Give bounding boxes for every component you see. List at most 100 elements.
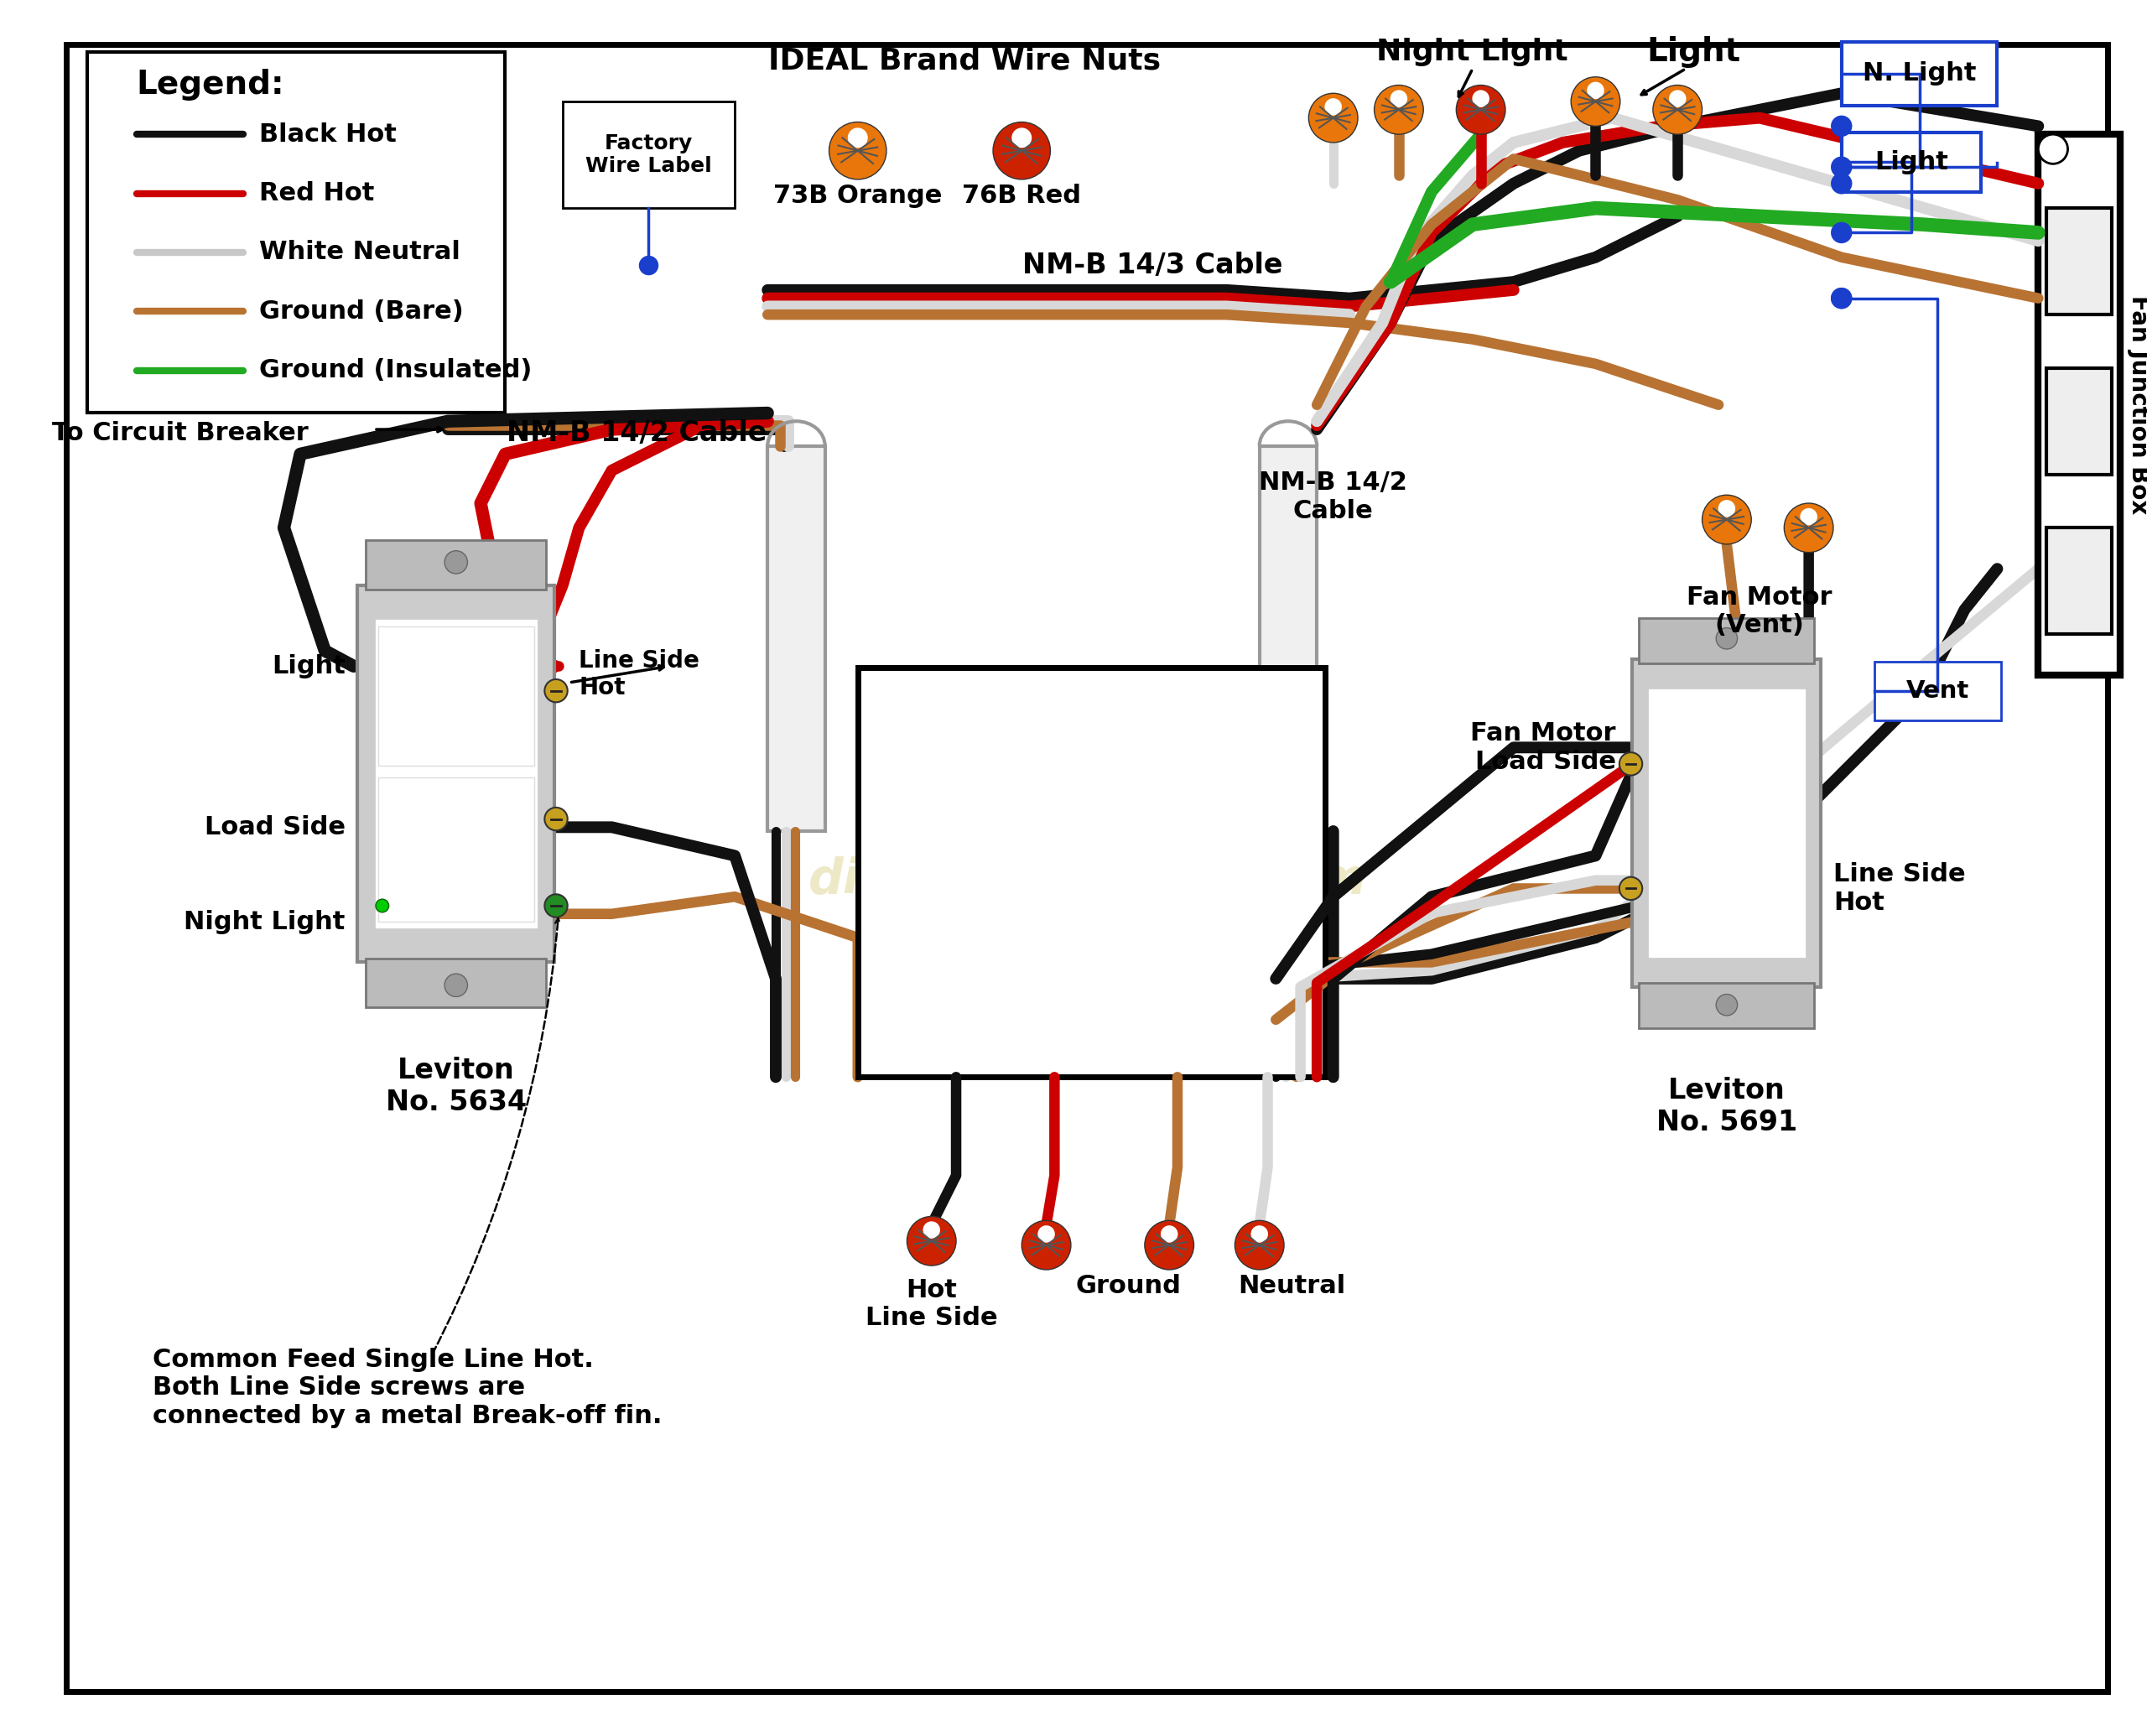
Circle shape: [545, 807, 567, 830]
Text: NM-B 14/2 Cable: NM-B 14/2 Cable: [507, 420, 766, 448]
FancyBboxPatch shape: [1842, 132, 1982, 191]
FancyBboxPatch shape: [769, 446, 824, 832]
Text: Fan Motor
(Vent): Fan Motor (Vent): [1688, 585, 1831, 637]
Circle shape: [1572, 76, 1621, 127]
Text: Neutral: Neutral: [1239, 1274, 1346, 1299]
Circle shape: [1619, 752, 1642, 776]
FancyBboxPatch shape: [1632, 660, 1821, 986]
Circle shape: [1310, 94, 1357, 142]
Circle shape: [1715, 628, 1737, 649]
FancyBboxPatch shape: [1842, 42, 1997, 106]
Circle shape: [1831, 222, 1853, 243]
Circle shape: [1162, 1226, 1179, 1243]
Circle shape: [1011, 128, 1033, 148]
Circle shape: [1325, 99, 1342, 116]
Text: Leviton
No. 5634: Leviton No. 5634: [386, 1057, 526, 1116]
Circle shape: [1831, 288, 1853, 309]
Circle shape: [1715, 995, 1737, 1016]
Text: Red Hot: Red Hot: [260, 181, 374, 205]
Text: IDEAL Brand Wire Nuts: IDEAL Brand Wire Nuts: [769, 47, 1162, 75]
Text: NM-B 14/3 Cable: NM-B 14/3 Cable: [1022, 252, 1284, 279]
FancyBboxPatch shape: [1647, 687, 1806, 958]
Text: Leviton
No. 5691: Leviton No. 5691: [1655, 1076, 1797, 1137]
Text: 73B Orange: 73B Orange: [773, 184, 943, 208]
Circle shape: [1831, 116, 1853, 137]
Text: Load Side: Load Side: [204, 814, 346, 838]
FancyBboxPatch shape: [2038, 134, 2121, 675]
Text: Night Light: Night Light: [1376, 38, 1569, 66]
Circle shape: [1473, 90, 1490, 108]
Circle shape: [1653, 85, 1703, 134]
Text: NM-B 14/2
Cable: NM-B 14/2 Cable: [1258, 470, 1408, 523]
Circle shape: [1252, 1226, 1269, 1243]
Text: Light: Light: [1647, 36, 1741, 68]
Text: N. Light: N. Light: [1864, 61, 1975, 85]
Text: Ground (Bare): Ground (Bare): [260, 299, 464, 323]
Circle shape: [1703, 495, 1752, 543]
Circle shape: [848, 128, 867, 148]
Text: Common Feed Single Line Hot.
Both Line Side screws are
connected by a metal Brea: Common Feed Single Line Hot. Both Line S…: [152, 1347, 661, 1429]
Text: Legend:: Legend:: [135, 69, 283, 101]
Circle shape: [1831, 288, 1853, 309]
Circle shape: [829, 122, 887, 179]
FancyBboxPatch shape: [2046, 368, 2113, 474]
FancyBboxPatch shape: [374, 618, 539, 929]
Circle shape: [1831, 174, 1853, 194]
Circle shape: [444, 974, 468, 996]
Text: Factory
Wire Label: Factory Wire Label: [586, 134, 713, 177]
Circle shape: [906, 1217, 955, 1266]
Text: Fan Junction Box: Fan Junction Box: [2128, 295, 2147, 514]
Circle shape: [1022, 1220, 1071, 1269]
FancyBboxPatch shape: [1638, 983, 1814, 1028]
Text: Night Light: Night Light: [185, 910, 346, 934]
FancyBboxPatch shape: [365, 540, 545, 589]
Text: diagramsample.com: diagramsample.com: [807, 856, 1368, 904]
Text: White Neutral: White Neutral: [260, 240, 459, 264]
Circle shape: [640, 255, 659, 276]
Circle shape: [545, 679, 567, 703]
Text: Ground (Insulated): Ground (Insulated): [260, 358, 532, 382]
Text: Ground: Ground: [1076, 1274, 1181, 1299]
Circle shape: [1799, 509, 1816, 526]
Text: Black Hot: Black Hot: [260, 122, 397, 146]
Circle shape: [1619, 877, 1642, 899]
Circle shape: [1587, 82, 1604, 99]
Circle shape: [1784, 503, 1834, 552]
Text: Light: Light: [1874, 149, 1947, 174]
Text: Fan Motor
Load Side: Fan Motor Load Side: [1471, 720, 1617, 774]
Text: Hot
Line Side: Hot Line Side: [865, 1278, 998, 1330]
Circle shape: [1144, 1220, 1194, 1269]
FancyBboxPatch shape: [67, 43, 2108, 1693]
FancyBboxPatch shape: [563, 101, 734, 208]
FancyBboxPatch shape: [1638, 618, 1814, 663]
FancyBboxPatch shape: [88, 52, 505, 413]
FancyBboxPatch shape: [1260, 446, 1316, 832]
Text: To Circuit Breaker: To Circuit Breaker: [52, 422, 309, 446]
Circle shape: [444, 550, 468, 573]
FancyBboxPatch shape: [359, 585, 554, 962]
Circle shape: [1235, 1220, 1284, 1269]
Circle shape: [1668, 90, 1685, 108]
FancyBboxPatch shape: [2046, 528, 2113, 634]
Circle shape: [2038, 134, 2068, 163]
FancyBboxPatch shape: [378, 627, 535, 766]
FancyBboxPatch shape: [378, 778, 535, 922]
FancyBboxPatch shape: [859, 667, 1325, 1076]
Circle shape: [376, 899, 389, 911]
Circle shape: [1718, 500, 1735, 517]
Circle shape: [923, 1222, 940, 1238]
Circle shape: [994, 122, 1050, 179]
FancyBboxPatch shape: [2046, 208, 2113, 314]
Circle shape: [1456, 85, 1505, 134]
FancyBboxPatch shape: [1874, 661, 2001, 720]
Text: Line Side
Hot: Line Side Hot: [580, 649, 700, 700]
Circle shape: [1391, 90, 1408, 108]
FancyBboxPatch shape: [365, 958, 545, 1007]
Circle shape: [1831, 156, 1853, 177]
Circle shape: [1037, 1226, 1054, 1243]
Text: 76B Red: 76B Red: [962, 184, 1082, 208]
Text: Vent: Vent: [1907, 679, 1969, 703]
Circle shape: [1374, 85, 1423, 134]
Text: Line Side
Hot: Line Side Hot: [1834, 863, 1965, 915]
Circle shape: [545, 894, 567, 917]
